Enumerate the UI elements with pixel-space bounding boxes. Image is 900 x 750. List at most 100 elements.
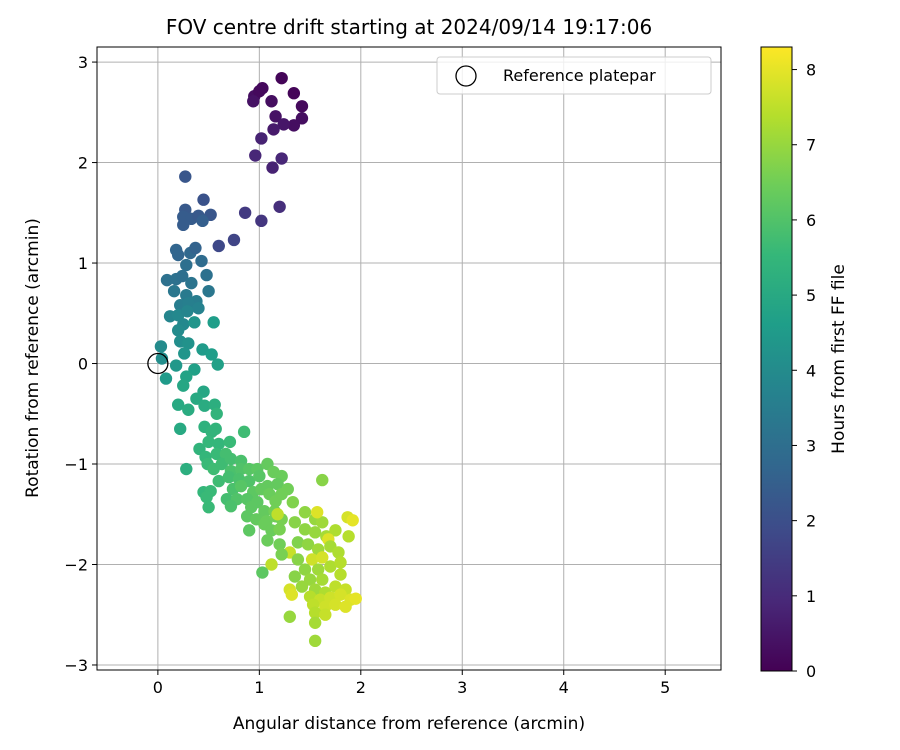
x-tick-label: 2 [356,678,366,697]
data-point [255,214,268,228]
data-point [267,123,280,136]
data-point [202,284,215,298]
data-point [198,399,211,412]
data-point [210,447,223,461]
data-point [305,553,319,566]
colorbar-tick-label: 6 [806,211,816,230]
data-point [273,523,286,536]
colorbar-tick-label: 2 [806,512,816,531]
data-point [256,566,269,579]
data-point [346,514,359,527]
data-point [308,634,322,648]
data-point [185,276,198,290]
data-point [180,258,193,272]
legend-label-reference: Reference platepar [503,66,656,85]
data-point [195,254,208,268]
y-tick-label: 0 [78,355,88,374]
data-point [285,588,299,601]
data-point [265,95,278,108]
data-point [253,85,266,98]
y-tick-label: −2 [64,555,88,574]
data-point [339,600,352,613]
data-point [223,435,237,449]
x-tick-label: 0 [153,678,163,697]
data-point [295,580,309,593]
data-point [247,95,260,108]
data-point [155,352,169,365]
data-point [324,560,337,573]
data-point [200,268,213,282]
data-point [159,372,173,385]
data-point [212,239,225,253]
y-tick-label: 1 [78,254,88,273]
data-point [275,548,288,561]
data-point [316,573,329,586]
data-point [253,469,266,483]
colorbar-tick-label: 3 [806,436,816,455]
data-point [286,495,300,509]
data-point [205,348,218,361]
y-tick-label: −3 [64,656,88,675]
data-point [271,477,284,491]
data-point [196,214,209,228]
data-point [182,337,195,350]
data-point [224,452,238,466]
data-point [261,534,274,547]
data-point [269,110,282,123]
data-point [288,516,302,529]
data-point [275,152,288,165]
data-point [154,340,168,353]
data-point [202,501,215,514]
y-tick-label: 3 [78,53,88,72]
data-point [308,526,322,539]
data-point [227,233,241,247]
data-point [271,508,284,521]
data-point [316,551,329,564]
data-point [176,269,189,283]
colorbar-ticks: 0 1 2 3 4 5 6 7 8 [792,61,816,681]
colorbar-label: Hours from first FF file [829,264,849,454]
data-point [177,218,190,232]
data-point [212,474,225,488]
x-tick-label: 1 [254,678,264,697]
data-point [188,363,201,376]
data-point [301,538,315,551]
data-point [273,200,286,213]
data-point [310,506,324,519]
data-point [171,324,185,337]
reference-platepar-marker [147,352,169,375]
data-point [295,100,309,113]
data-point [212,437,225,451]
data-point [303,573,317,586]
data-point [196,343,209,356]
data-point [308,606,322,619]
data-point [160,273,174,287]
data-point [332,546,345,559]
data-points [154,71,362,648]
data-point [295,112,309,125]
data-point [189,241,202,255]
data-point [190,392,203,405]
data-point [249,149,262,162]
y-tick-label: 2 [78,154,88,173]
data-point [234,479,248,493]
reference-marker [147,352,169,375]
data-point [178,347,191,360]
x-tick-label: 4 [559,678,569,697]
data-point [287,87,301,100]
colorbar-tick-label: 7 [806,136,816,155]
data-point [342,530,355,543]
data-point [224,500,238,513]
data-point [334,568,347,581]
data-point [288,570,302,583]
data-point [311,563,325,576]
data-point [255,132,268,145]
data-point [275,487,288,501]
colorbar-tick-label: 8 [806,61,816,80]
data-point [291,553,305,566]
data-point [298,523,312,536]
data-point [275,71,288,85]
data-point [200,490,213,504]
data-point [210,407,223,420]
colorbar: 0 1 2 3 4 5 6 7 8 Hours from first FF file [760,46,849,681]
